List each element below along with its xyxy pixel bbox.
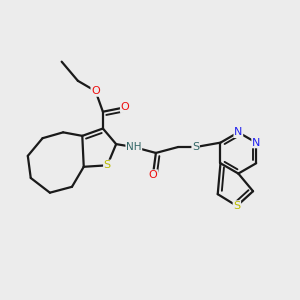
Text: N: N	[234, 127, 242, 137]
Text: S: S	[104, 160, 111, 170]
Text: N: N	[252, 138, 260, 148]
Text: S: S	[233, 201, 240, 211]
Text: O: O	[148, 170, 157, 180]
Text: O: O	[121, 102, 129, 112]
Text: NH: NH	[126, 142, 142, 152]
Text: S: S	[192, 142, 199, 152]
Text: O: O	[91, 86, 100, 96]
